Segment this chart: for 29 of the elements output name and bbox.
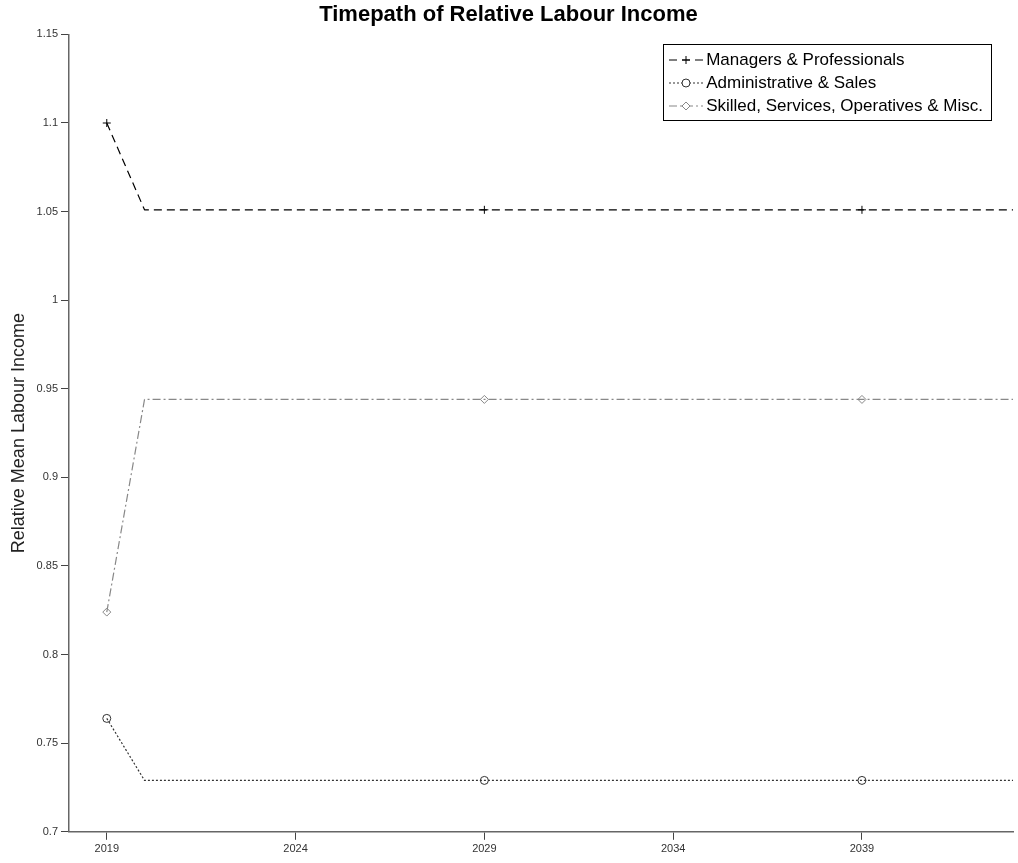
point: [479, 205, 489, 215]
point: [857, 775, 867, 785]
point: [102, 607, 112, 617]
y-tick-label: 0.9: [42, 470, 59, 483]
x-tick-label: 2019: [94, 842, 120, 855]
y-tick-label: 0.95: [36, 381, 59, 394]
legend-label: Administrative & Sales: [706, 72, 877, 94]
point: [479, 394, 489, 404]
y-tick-label: 0.75: [36, 736, 59, 749]
point: [102, 713, 112, 723]
x-tick-label: 2029: [472, 842, 497, 855]
point: [102, 118, 112, 128]
y-axis-title: Relative Mean Labour Income: [7, 313, 28, 554]
x-tick-label: 2039: [849, 842, 875, 855]
y-tick-label: 1: [51, 293, 59, 306]
legend-label: Managers & Professionals: [706, 49, 905, 71]
x-tick-label: 2034: [660, 842, 686, 855]
y-tick-label: 0.85: [36, 559, 59, 572]
x-tick-label: 2024: [283, 842, 308, 855]
point: [857, 205, 867, 215]
y-tick-label: 1.05: [36, 204, 59, 217]
chart-title: Timepath of Relative Labour Income: [319, 1, 698, 27]
point: [479, 775, 489, 785]
y-tick-label: 0.7: [42, 824, 59, 837]
y-tick-label: 0.8: [42, 647, 59, 660]
y-tick-label: 1.15: [36, 27, 59, 40]
legend-label: Skilled, Services, Operatives & Misc.: [706, 95, 983, 117]
y-tick-label: 1.1: [42, 116, 59, 129]
point: [857, 394, 867, 404]
